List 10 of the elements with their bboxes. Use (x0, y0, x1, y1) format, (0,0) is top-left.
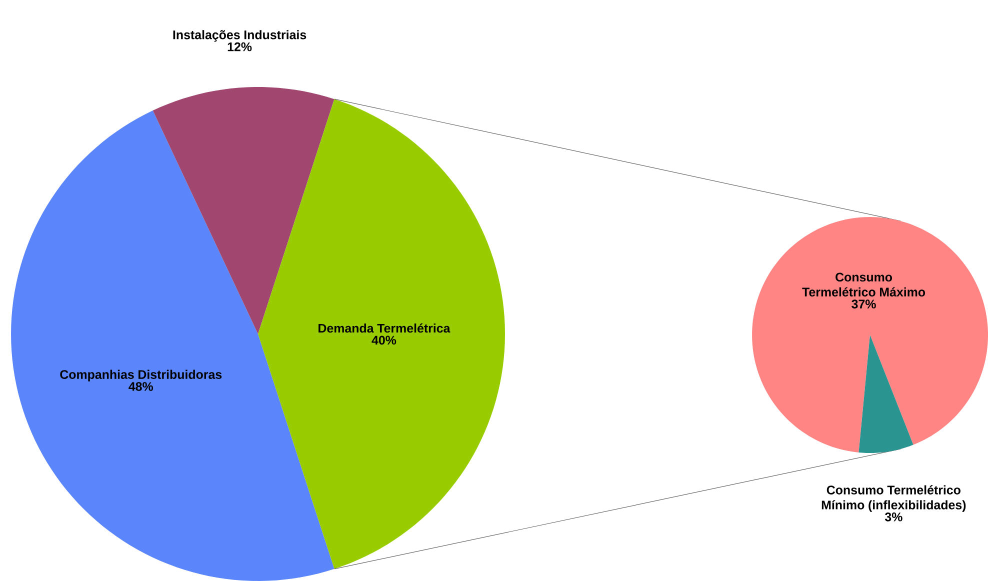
data-label: 40% (372, 336, 396, 345)
slice-label: Demanda Termelétrica (318, 323, 450, 333)
slice-label: Consumo Termelétrico Mínimo (inflexibilidades) (822, 485, 966, 512)
slice-label: Instalações Industriais (173, 30, 306, 42)
slice-label: Consumo Termelétrico Máximo (802, 272, 926, 296)
data-label: 3% (884, 512, 902, 522)
data-label: 37% (852, 300, 876, 308)
data-label: 12% (228, 42, 252, 52)
slice-label: Companhias Distribuidoras (60, 370, 222, 382)
data-label: 48% (128, 382, 154, 391)
